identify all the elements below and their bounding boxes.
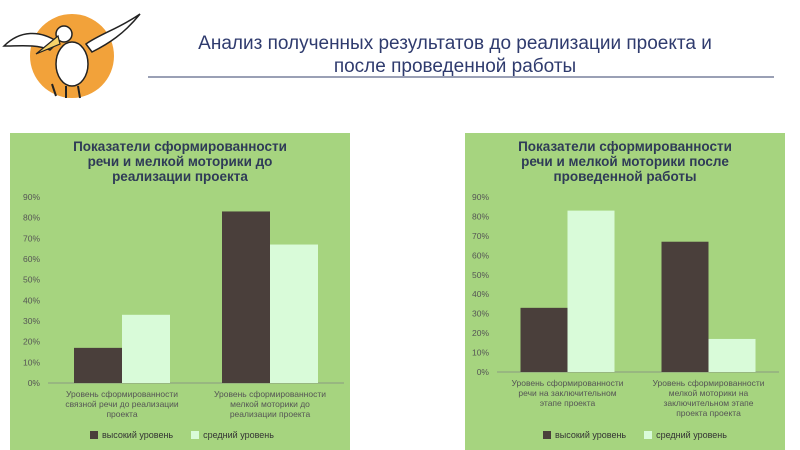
legend-item-series-1: высокий уровень bbox=[90, 430, 173, 440]
bar-high-level bbox=[222, 211, 270, 383]
y-tick-label: 70% bbox=[472, 231, 489, 241]
x-category-label: Уровень сформированности мелкой моторики … bbox=[652, 378, 764, 418]
bar-high-level bbox=[74, 347, 122, 383]
y-tick-label: 30% bbox=[23, 316, 40, 326]
legend-swatch bbox=[90, 431, 98, 439]
bar-chart-before: 0% 10% 20% 30% 40% 50% 60% 70% 80% 90% Уровень сфо… bbox=[23, 192, 344, 419]
y-tick-label: 80% bbox=[23, 213, 40, 223]
logo-pelican bbox=[0, 0, 145, 100]
chart-panel-before: Показатели сформированности речи и мелко… bbox=[10, 133, 350, 450]
bar-medium-level bbox=[122, 314, 170, 383]
y-tick-label: 30% bbox=[472, 309, 489, 319]
bar-medium-level bbox=[270, 244, 318, 383]
bar-medium-level bbox=[708, 338, 756, 372]
chart-legend: высокий уровень средний уровень bbox=[90, 430, 274, 440]
x-category-label: Уровень сформированности речи на заключит… bbox=[511, 378, 623, 408]
legend-swatch bbox=[644, 431, 653, 439]
title-divider bbox=[148, 76, 774, 78]
chart-panel-after: Показатели сформированности речи и мелко… bbox=[465, 133, 785, 450]
legend-item-series-2: средний уровень bbox=[644, 430, 727, 440]
y-tick-label: 40% bbox=[472, 289, 489, 299]
chart-legend: высокий уровень средний уровень bbox=[543, 430, 727, 440]
chart-title: Показатели сформированности речи и мелко… bbox=[518, 139, 732, 184]
bar-high-level bbox=[661, 241, 709, 372]
bar-chart-after: 0% 10% 20% 30% 40% 50% 60% 70% 80% 90% Уровень сфо… bbox=[472, 192, 779, 418]
y-tick-label: 40% bbox=[23, 295, 40, 305]
y-tick-label: 70% bbox=[23, 233, 40, 243]
legend-swatch bbox=[543, 431, 551, 439]
y-tick-label: 0% bbox=[28, 378, 41, 388]
y-tick-label: 50% bbox=[23, 275, 40, 285]
y-tick-label: 20% bbox=[23, 337, 40, 347]
y-tick-label: 80% bbox=[472, 211, 489, 221]
y-tick-label: 60% bbox=[23, 254, 40, 264]
legend-label: средний уровень bbox=[656, 430, 727, 440]
y-tick-label: 0% bbox=[477, 367, 490, 377]
y-tick-label: 60% bbox=[472, 250, 489, 260]
legend-label: средний уровень bbox=[203, 430, 274, 440]
legend-item-series-2: средний уровень bbox=[191, 430, 274, 440]
legend-label: высокий уровень bbox=[102, 430, 174, 440]
chart-title: Показатели сформированности речи и мелко… bbox=[73, 139, 287, 184]
y-tick-label: 10% bbox=[23, 357, 40, 367]
y-tick-label: 90% bbox=[472, 192, 489, 202]
legend-label: высокий уровень bbox=[555, 430, 627, 440]
legend-swatch bbox=[191, 431, 200, 439]
x-category-label: Уровень сформированности мелкой моторики … bbox=[214, 389, 326, 419]
legend-item-series-1: высокий уровень bbox=[543, 430, 626, 440]
y-tick-label: 10% bbox=[472, 348, 489, 358]
bar-high-level bbox=[520, 307, 568, 372]
bar-medium-level bbox=[567, 210, 615, 372]
y-tick-label: 50% bbox=[472, 270, 489, 280]
y-tick-label: 20% bbox=[472, 328, 489, 338]
y-tick-label: 90% bbox=[23, 192, 40, 202]
x-category-label: Уровень сформированности связной речи до … bbox=[65, 389, 179, 419]
page-title: Анализ полученных результатов до реализа… bbox=[198, 33, 712, 77]
